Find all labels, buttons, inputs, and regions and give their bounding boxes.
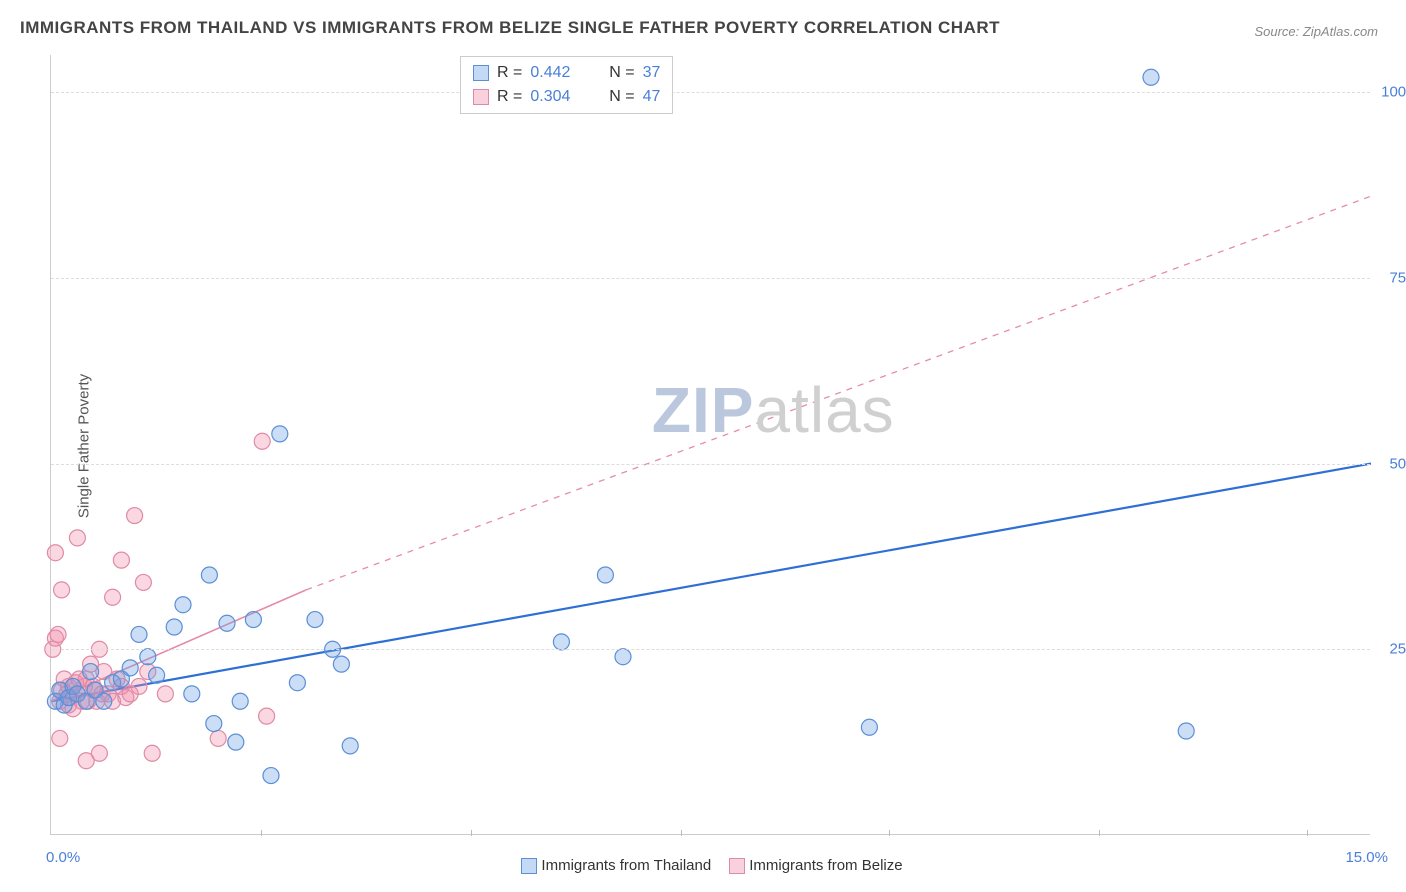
marker-thailand [1178, 723, 1194, 739]
source-attribution: Source: ZipAtlas.com [1254, 24, 1378, 39]
y-tick-label: 50.0% [1389, 455, 1406, 472]
marker-belize [259, 708, 275, 724]
marker-thailand [140, 649, 156, 665]
marker-belize [47, 545, 63, 561]
x-tick [1099, 830, 1100, 836]
marker-belize [105, 589, 121, 605]
marker-thailand [166, 619, 182, 635]
marker-thailand [228, 734, 244, 750]
marker-thailand [96, 693, 112, 709]
marker-belize [131, 678, 147, 694]
y-tick-label: 100.0% [1381, 84, 1406, 101]
marker-belize [157, 686, 173, 702]
marker-thailand [342, 738, 358, 754]
x-tick [889, 830, 890, 836]
marker-thailand [175, 597, 191, 613]
legend-swatch [729, 858, 745, 874]
marker-belize [127, 508, 143, 524]
marker-thailand [333, 656, 349, 672]
marker-thailand [83, 664, 99, 680]
marker-thailand [272, 426, 288, 442]
marker-belize [52, 730, 68, 746]
marker-thailand [289, 675, 305, 691]
marker-thailand [597, 567, 613, 583]
marker-thailand [206, 716, 222, 732]
y-tick-label: 25.0% [1389, 641, 1406, 658]
plot-svg [51, 55, 1370, 834]
chart-title: IMMIGRANTS FROM THAILAND VS IMMIGRANTS F… [20, 18, 1000, 38]
marker-thailand [184, 686, 200, 702]
marker-thailand [861, 719, 877, 735]
gridline [51, 278, 1370, 279]
legend-swatch [521, 858, 537, 874]
legend-label: Immigrants from Thailand [541, 857, 711, 874]
marker-thailand [615, 649, 631, 665]
trendline-dash-belize [306, 196, 1371, 590]
y-tick-label: 75.0% [1389, 269, 1406, 286]
stats-row: R = 0.304 N = 47 [473, 85, 660, 109]
gridline [51, 92, 1370, 93]
marker-thailand [122, 660, 138, 676]
correlation-stats-box: R = 0.442 N = 37R = 0.304 N = 47 [460, 56, 673, 114]
marker-belize [50, 626, 66, 642]
trendline-thailand [51, 464, 1371, 702]
legend-label: Immigrants from Belize [749, 857, 902, 874]
chart-container: IMMIGRANTS FROM THAILAND VS IMMIGRANTS F… [0, 0, 1406, 892]
marker-belize [54, 582, 70, 598]
marker-belize [144, 745, 160, 761]
marker-thailand [1143, 69, 1159, 85]
marker-belize [135, 574, 151, 590]
plot-area: 25.0%50.0%75.0%100.0% [50, 55, 1370, 835]
x-tick [471, 830, 472, 836]
marker-belize [210, 730, 226, 746]
marker-belize [91, 745, 107, 761]
marker-thailand [149, 667, 165, 683]
x-tick [681, 830, 682, 836]
gridline [51, 649, 1370, 650]
marker-thailand [232, 693, 248, 709]
marker-thailand [131, 626, 147, 642]
legend: Immigrants from Thailand Immigrants from … [0, 857, 1406, 874]
marker-thailand [263, 768, 279, 784]
marker-thailand [307, 612, 323, 628]
marker-belize [254, 433, 270, 449]
stats-swatch [473, 89, 489, 105]
stats-row: R = 0.442 N = 37 [473, 61, 660, 85]
stats-swatch [473, 65, 489, 81]
x-tick [261, 830, 262, 836]
x-tick [1307, 830, 1308, 836]
marker-belize [113, 552, 129, 568]
marker-thailand [219, 615, 235, 631]
marker-thailand [553, 634, 569, 650]
marker-belize [69, 530, 85, 546]
marker-thailand [245, 612, 261, 628]
marker-thailand [201, 567, 217, 583]
gridline [51, 464, 1370, 465]
